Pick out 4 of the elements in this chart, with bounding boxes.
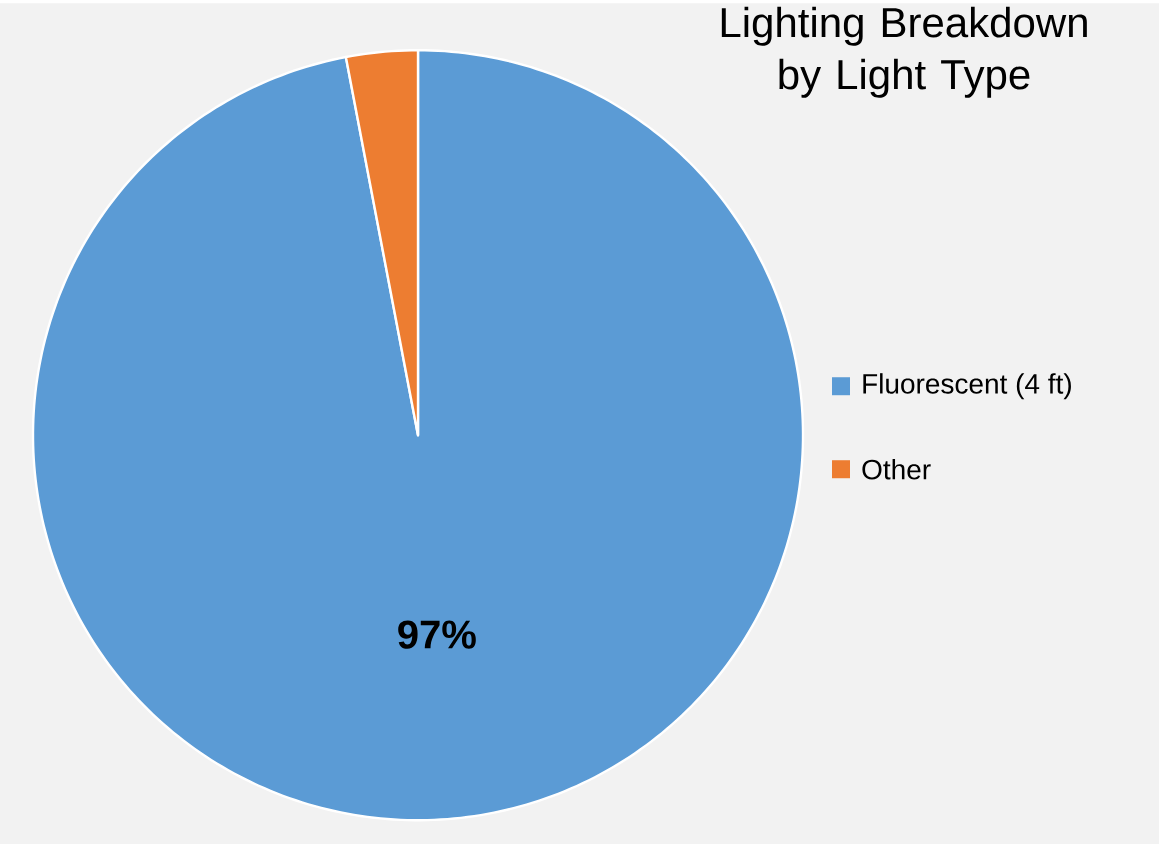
legend-label: Other [862,458,931,480]
data-label: 97% [398,620,476,649]
chart-title: Lighting Breakdown by Light Type [721,6,1087,98]
legend-label: Fluorescent (4 ft) [863,373,1071,400]
